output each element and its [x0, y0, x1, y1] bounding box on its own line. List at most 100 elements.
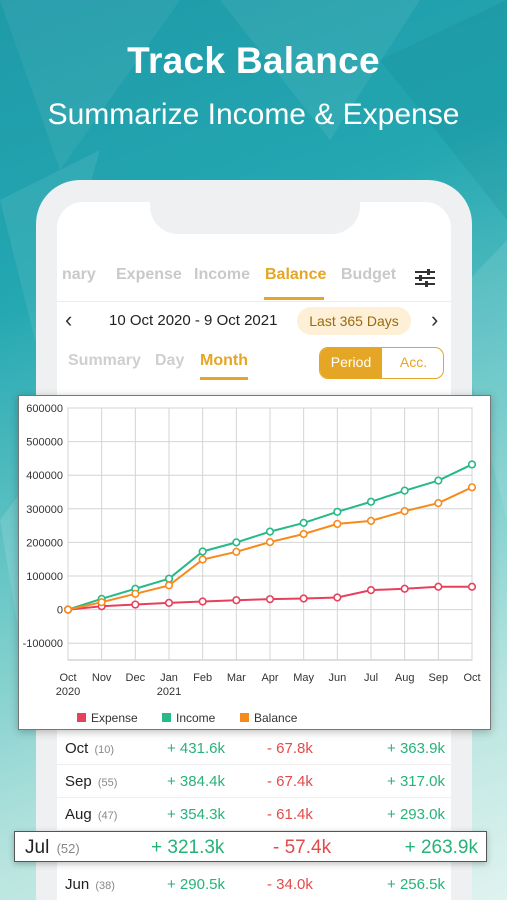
legend-swatch-income — [162, 713, 171, 722]
row-month-text: Aug — [65, 806, 92, 823]
data-point-expense — [131, 600, 140, 609]
row-balance: + 256.5k — [387, 876, 445, 893]
row-month: Sep (55) — [65, 773, 117, 790]
x-tick-label: Sep — [429, 672, 449, 684]
data-point-income — [333, 507, 342, 516]
row-expense: - 57.4k — [273, 837, 332, 858]
y-tick-label: 500000 — [26, 437, 63, 449]
y-tick-label: 300000 — [26, 504, 63, 516]
y-tick-label: 200000 — [26, 537, 63, 549]
x-tick-label: Jul — [364, 672, 378, 684]
x-tick-label: Nov — [92, 672, 112, 684]
data-point-expense — [434, 582, 443, 591]
data-point-balance — [400, 507, 409, 516]
row-count: (10) — [94, 744, 115, 756]
data-point-expense — [467, 582, 477, 591]
row-month-text: Jun — [65, 876, 90, 893]
data-point-balance — [333, 519, 342, 529]
data-point-expense — [265, 595, 275, 604]
data-point-expense — [366, 586, 376, 595]
data-point-expense — [164, 598, 174, 607]
x-tick-label: Aug — [395, 672, 415, 684]
data-point-balance — [164, 581, 174, 590]
row-expense: - 61.4k — [267, 806, 313, 823]
row-income: + 384.4k — [167, 773, 225, 790]
headline-subtitle: Summarize Income & Expense — [47, 98, 460, 131]
data-point-income — [467, 460, 477, 469]
x-tick-label: 2021 — [157, 686, 181, 698]
x-tick-label: Jun — [328, 672, 346, 684]
x-tick-label: May — [293, 672, 314, 684]
x-tick-label: Oct — [59, 672, 76, 684]
row-expense: - 34.0k — [267, 876, 313, 893]
list-item[interactable]: Oct (10) + 431.6k - 67.8k + 363.9k — [57, 732, 451, 765]
x-tick-label: Oct — [463, 672, 480, 684]
data-point-income — [400, 486, 409, 495]
row-count: (55) — [97, 777, 118, 789]
period-toggle: Period Acc. — [319, 347, 444, 379]
active-subtab-indicator — [200, 377, 248, 380]
list-item[interactable]: Jun (38) + 290.5k - 34.0k + 256.5k — [57, 868, 451, 900]
data-point-balance — [131, 589, 140, 598]
balance-line-chart: 600000 500000 400000 300000 200000 100000 0 -10… — [23, 403, 481, 725]
data-point-expense — [333, 593, 342, 602]
sliders-icon[interactable] — [414, 268, 436, 288]
row-balance: + 363.9k — [387, 740, 445, 757]
row-income: + 354.3k — [167, 806, 225, 823]
data-point-balance — [198, 555, 207, 564]
date-range-row: ‹ 10 Oct 2020 - 9 Oct 2021 Last 365 Days… — [57, 305, 451, 337]
tab-balance[interactable]: Balance — [265, 266, 327, 283]
legend-label-income: Income — [176, 711, 216, 725]
row-month-text: Jul — [25, 837, 50, 858]
tab-budget[interactable]: Budget — [341, 266, 397, 283]
data-point-income — [265, 527, 275, 536]
legend-label-balance: Balance — [254, 711, 298, 725]
row-month-text: Oct — [65, 740, 89, 757]
row-month: Oct (10) — [65, 740, 114, 757]
data-point-expense — [299, 594, 308, 603]
data-point-expense — [198, 597, 207, 606]
list-item[interactable]: Sep (55) + 384.4k - 67.4k + 317.0k — [57, 765, 451, 798]
highlighted-list-item[interactable]: Jul (52) + 321.3k - 57.4k + 263.9k — [14, 831, 487, 862]
subtab-summary[interactable]: Summary — [68, 352, 141, 369]
toggle-accumulated-button[interactable]: Acc. — [399, 354, 428, 370]
tab-divider — [57, 301, 451, 302]
data-point-balance — [232, 547, 241, 556]
sub-tab-bar: Summary Day Month Period Acc. — [57, 345, 451, 385]
toggle-period-button[interactable]: Period — [320, 348, 382, 378]
y-tick-label: 600000 — [26, 403, 63, 415]
data-point-balance — [467, 483, 477, 492]
tab-income[interactable]: Income — [194, 266, 251, 283]
x-tick-label: Dec — [126, 672, 146, 684]
row-count: (52) — [56, 841, 80, 856]
data-point-income — [164, 574, 174, 583]
tab-expense[interactable]: Expense — [116, 266, 182, 283]
data-point-balance — [265, 537, 275, 547]
row-income: + 431.6k — [167, 740, 225, 757]
chevron-right-icon[interactable]: › — [431, 307, 439, 332]
headline-title: Track Balance — [127, 40, 380, 81]
legend-label-expense: Expense — [91, 711, 138, 725]
row-month: Jul (52) — [25, 837, 80, 859]
legend-swatch-balance — [240, 713, 249, 722]
row-income: + 290.5k — [167, 876, 225, 893]
subtab-month[interactable]: Month — [200, 352, 248, 369]
list-item[interactable]: Aug (47) + 354.3k - 61.4k + 293.0k — [57, 798, 451, 831]
data-point-balance — [63, 605, 73, 614]
legend-swatch-expense — [77, 713, 86, 722]
row-balance: + 317.0k — [387, 773, 445, 790]
row-expense: - 67.4k — [267, 773, 313, 790]
y-tick-label: 100000 — [26, 571, 63, 583]
tab-summary[interactable]: nary — [62, 266, 96, 283]
date-preset-badge[interactable]: Last 365 Days — [297, 307, 411, 335]
chevron-left-icon[interactable]: ‹ — [65, 307, 73, 332]
subtab-day[interactable]: Day — [155, 352, 185, 369]
x-tick-label: 2020 — [56, 686, 80, 698]
data-point-balance — [434, 498, 443, 508]
data-point-expense — [232, 596, 241, 605]
y-tick-label: 400000 — [26, 470, 63, 482]
row-count: (47) — [97, 810, 118, 822]
date-range-label[interactable]: 10 Oct 2020 - 9 Oct 2021 — [109, 312, 278, 329]
x-tick-label: Jan — [160, 672, 178, 684]
row-income: + 321.3k — [151, 837, 225, 858]
